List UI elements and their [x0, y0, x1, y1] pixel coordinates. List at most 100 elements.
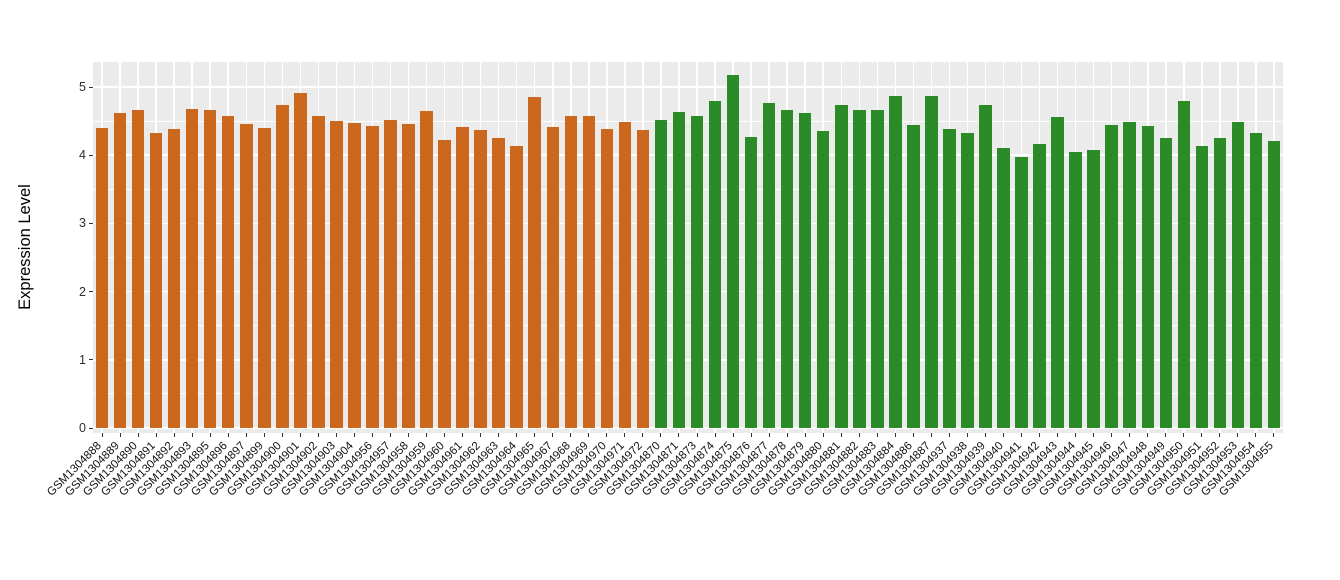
bar-GSM1304888: [95, 127, 109, 428]
y-tick: [89, 222, 93, 224]
x-tick: [408, 433, 410, 437]
bar-GSM1304903: [330, 121, 343, 428]
bar-GSM1304951: [1195, 146, 1209, 428]
bar-GSM1304890: [131, 110, 145, 428]
bar-GSM1304879: [798, 112, 812, 428]
bar-GSM1304882: [853, 110, 866, 428]
x-tick: [660, 433, 662, 437]
x-tick: [876, 433, 878, 437]
y-tick: [89, 359, 93, 361]
bar-GSM1304895: [203, 109, 217, 428]
x-tick: [750, 433, 752, 437]
gridline-minor: [93, 325, 1283, 327]
x-tick: [1057, 433, 1059, 437]
bar-GSM1304958: [402, 123, 415, 428]
bar-GSM1304948: [1141, 125, 1155, 428]
bar-GSM1304889: [113, 112, 127, 428]
bar-GSM1304873: [690, 115, 704, 428]
x-tick: [1021, 433, 1023, 437]
bar-GSM1304937: [943, 129, 956, 428]
gridline-major: [93, 86, 1283, 88]
bar-GSM1304954: [1249, 133, 1263, 428]
x-tick: [281, 433, 283, 437]
x-tick: [1003, 433, 1005, 437]
x-tick: [1165, 433, 1167, 437]
x-tick: [912, 433, 914, 437]
x-tick: [1111, 433, 1113, 437]
bar-GSM1304955: [1267, 140, 1281, 428]
x-tick: [101, 433, 103, 437]
x-tick: [840, 433, 842, 437]
x-tick: [173, 433, 175, 437]
y-tick-label: 5: [79, 80, 86, 94]
x-tick: [588, 433, 590, 437]
x-tick: [1075, 433, 1077, 437]
x-tick: [966, 433, 968, 437]
bar-GSM1304870: [654, 120, 668, 428]
bar-GSM1304969: [582, 115, 596, 428]
bar-GSM1304960: [438, 140, 451, 428]
x-tick: [209, 433, 211, 437]
bar-GSM1304899: [258, 127, 271, 428]
gridline-major: [93, 154, 1283, 156]
x-tick: [1201, 433, 1203, 437]
y-tick: [89, 427, 93, 429]
bar-GSM1304959: [420, 110, 433, 428]
x-tick: [516, 433, 518, 437]
bar-GSM1304904: [348, 123, 361, 428]
gridline-major: [93, 427, 1283, 429]
x-tick: [1219, 433, 1221, 437]
x-tick: [1147, 433, 1149, 437]
bar-GSM1304970: [600, 128, 614, 428]
bar-GSM1304963: [492, 138, 505, 428]
x-tick: [1093, 433, 1095, 437]
bar-GSM1304972: [636, 129, 650, 428]
x-tick: [624, 433, 626, 437]
x-tick: [1039, 433, 1041, 437]
bar-GSM1304947: [1123, 122, 1136, 428]
bar-GSM1304891: [149, 132, 163, 428]
x-tick: [894, 433, 896, 437]
x-tick: [786, 433, 788, 437]
bar-GSM1304876: [744, 137, 758, 428]
gridline-minor: [93, 257, 1283, 258]
y-tick: [89, 86, 93, 88]
x-tick: [155, 433, 157, 437]
x-tick: [390, 433, 391, 437]
bar-GSM1304942: [1033, 144, 1046, 428]
x-tick: [480, 433, 482, 437]
bar-GSM1304871: [672, 111, 686, 428]
x-tick: [119, 433, 121, 437]
bar-GSM1304944: [1069, 152, 1082, 428]
bar-GSM1304887: [925, 95, 938, 428]
x-tick: [227, 433, 229, 437]
x-tick: [317, 433, 319, 437]
x-tick: [335, 433, 337, 437]
x-tick: [191, 433, 193, 437]
bar-GSM1304880: [816, 130, 830, 428]
x-tick: [263, 433, 265, 437]
bar-GSM1304893: [185, 108, 199, 428]
x-tick: [714, 433, 716, 437]
gridline-minor: [93, 188, 1283, 190]
bar-GSM1304968: [564, 115, 578, 428]
plot-panel: [93, 62, 1283, 433]
x-tick: [768, 433, 770, 437]
x-tick: [552, 433, 554, 437]
bar-GSM1304886: [907, 124, 920, 428]
bar-GSM1304940: [997, 147, 1010, 428]
x-tick: [570, 433, 572, 437]
bar-GSM1304938: [961, 133, 974, 428]
x-tick: [1129, 433, 1131, 437]
x-tick: [444, 433, 446, 437]
bar-GSM1304874: [708, 100, 722, 428]
x-tick: [1237, 433, 1239, 437]
y-tick: [89, 291, 93, 293]
x-tick: [732, 433, 734, 437]
bar-GSM1304950: [1177, 100, 1191, 428]
x-tick: [930, 433, 932, 437]
x-tick: [985, 433, 986, 437]
bar-GSM1304900: [276, 105, 289, 428]
x-tick: [1183, 433, 1185, 437]
bar-GSM1304939: [979, 104, 992, 428]
